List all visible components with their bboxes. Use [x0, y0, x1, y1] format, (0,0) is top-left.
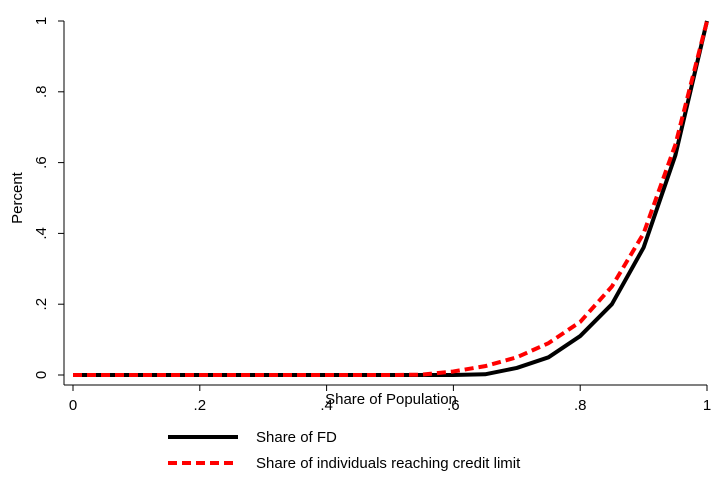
x-tick-label: .6	[447, 397, 460, 414]
x-tick-label: .4	[320, 397, 333, 414]
y-tick-label: .4	[33, 227, 50, 240]
x-tick-label: 0	[69, 397, 77, 414]
y-tick-label: 1	[33, 17, 50, 25]
x-axis: 0 .2 .4 .6 .8 1	[69, 385, 711, 414]
y-axis-title: Percent	[9, 171, 26, 224]
x-tick-label: 1	[703, 397, 711, 414]
y-axis: 0 .2 .4 .6 .8 1	[33, 17, 64, 379]
legend: Share of FD Share of individuals reaching…	[168, 429, 521, 472]
x-tick-label: .2	[194, 397, 207, 414]
legend-label-2: Share of individuals reaching credit lim…	[256, 455, 521, 472]
series-line-2	[73, 20, 709, 377]
plot-frame	[63, 21, 707, 386]
series-line-1	[73, 20, 709, 377]
y-tick-label: .8	[33, 86, 50, 99]
y-tick-label: 0	[33, 371, 50, 379]
legend-label-1: Share of FD	[256, 429, 337, 446]
y-tick-label: .2	[33, 298, 50, 311]
y-tick-label: .6	[33, 156, 50, 169]
x-tick-label: .8	[574, 397, 587, 414]
x-axis-title: Share of Population	[325, 391, 457, 408]
series-layer	[73, 20, 709, 377]
